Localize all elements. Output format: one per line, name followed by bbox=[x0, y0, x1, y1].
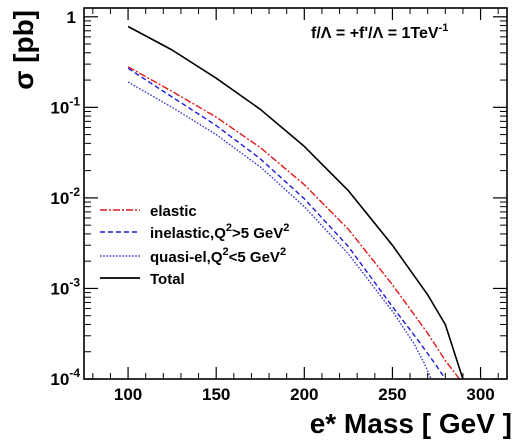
y-tick-label: 10-4 bbox=[50, 366, 80, 389]
series-line-elastic bbox=[127, 66, 460, 380]
y-tick-label: 10-2 bbox=[50, 185, 80, 208]
legend-label-quasi-el: quasi-el,Q2<5 GeV2 bbox=[150, 246, 286, 266]
x-tick-label: 300 bbox=[466, 385, 494, 404]
series-line-inelastic bbox=[127, 67, 446, 380]
axes-layer: 100 150 200 250 300 1 10-1 10-2 10-3 10-4 bbox=[50, 7, 508, 404]
plot-frame bbox=[83, 7, 508, 380]
legend-label-inelastic: inelastic,Q2>5 GeV2 bbox=[150, 222, 289, 242]
y-tick-label: 10-1 bbox=[50, 94, 80, 117]
legend-label-elastic: elastic bbox=[150, 203, 197, 220]
x-tick-label: 250 bbox=[378, 385, 406, 404]
series-line-total bbox=[127, 25, 464, 380]
series-layer bbox=[127, 25, 464, 380]
x-tick-label: 100 bbox=[114, 385, 142, 404]
y-axis-label: σ [pb] bbox=[8, 10, 39, 90]
x-tick-label: 150 bbox=[202, 385, 230, 404]
y-tick-label: 1 bbox=[67, 8, 76, 27]
x-axis-label: e* Mass [ GeV ] bbox=[310, 408, 512, 439]
x-tick-label: 200 bbox=[290, 385, 318, 404]
legend: elastic inelastic,Q2>5 GeV2 quasi-el,Q2<5 … bbox=[100, 203, 289, 288]
y-tick-label: 10-3 bbox=[50, 275, 80, 298]
coupling-annotation: f/Λ = +f'/Λ = 1TeV-1 bbox=[311, 22, 448, 42]
legend-label-total: Total bbox=[150, 271, 185, 288]
